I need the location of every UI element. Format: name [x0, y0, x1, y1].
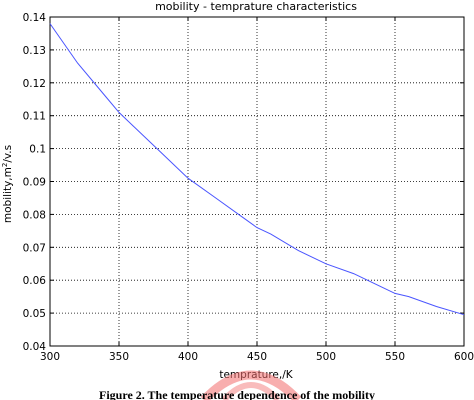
y-tick-label: 0.14	[23, 12, 47, 24]
y-tick-label: 0.11	[23, 111, 46, 123]
y-tick-label: 0.06	[23, 275, 47, 287]
y-axis-label-prefix: mobility,m	[2, 167, 14, 223]
x-tick-label: 550	[385, 351, 405, 363]
ticks	[49, 16, 465, 347]
watermark-arc-outer	[200, 370, 302, 400]
x-tick-label: 350	[109, 351, 129, 363]
y-tick-label: 0.1	[29, 144, 46, 156]
x-tick-labels: 300 350 400 450 500 550 600	[40, 351, 474, 363]
y-axis-label: mobility,m2/v.s	[1, 145, 14, 223]
y-tick-labels: 0.04 0.05 0.06 0.07 0.08 0.09 0.1 0.11 0.12 0.13 0…	[23, 12, 47, 353]
y-tick-label: 0.12	[23, 78, 46, 90]
series-line	[49, 23, 465, 316]
x-tick-label: 450	[247, 351, 267, 363]
y-axis-label-suffix: /v.s	[2, 145, 14, 163]
y-tick-label: 0.13	[23, 45, 46, 57]
figure-caption: Figure 2. The temperature dependence of …	[99, 388, 375, 400]
watermark-logo	[200, 370, 302, 400]
series-layer	[49, 23, 465, 316]
y-tick-label: 0.05	[23, 308, 46, 320]
watermark-arc-inner	[221, 382, 281, 400]
y-tick-label: 0.07	[23, 242, 46, 254]
y-tick-label: 0.09	[23, 177, 46, 189]
y-tick-label: 0.04	[23, 341, 47, 353]
grid	[50, 17, 464, 346]
x-tick-label: 300	[40, 351, 60, 363]
chart-title: mobility - temprature characteristics	[155, 0, 357, 13]
y-axis-label-sup: 2	[1, 163, 9, 167]
y-tick-label: 0.08	[23, 209, 46, 221]
x-tick-label: 600	[454, 351, 474, 363]
x-tick-label: 500	[316, 351, 336, 363]
x-tick-label: 400	[178, 351, 198, 363]
